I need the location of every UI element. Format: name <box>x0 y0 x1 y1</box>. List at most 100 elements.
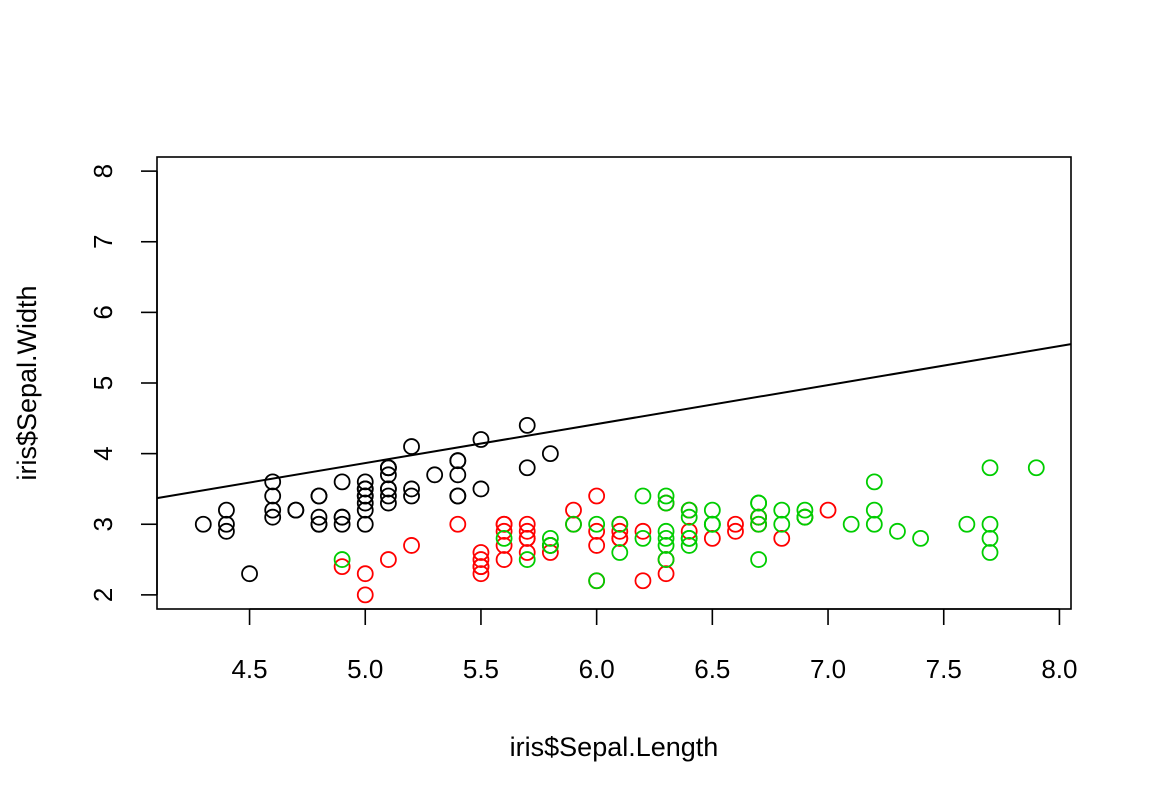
data-point <box>565 515 582 533</box>
data-point <box>379 494 397 512</box>
x-tick-label: 6.0 <box>579 654 615 684</box>
data-point <box>611 522 629 540</box>
data-point <box>472 551 490 568</box>
data-point <box>634 529 652 547</box>
data-point <box>773 515 791 533</box>
data-point <box>403 537 420 554</box>
y-tick-label: 5 <box>88 376 118 390</box>
y-tick-label: 2 <box>88 588 118 602</box>
data-point <box>588 537 606 554</box>
x-tick-label: 5.5 <box>463 654 499 684</box>
data-point <box>356 565 374 583</box>
data-point <box>657 551 675 568</box>
data-point <box>379 551 397 568</box>
data-point <box>333 473 351 491</box>
x-tick-label: 4.5 <box>231 654 267 684</box>
y-tick-label: 7 <box>88 235 118 249</box>
data-point <box>518 529 536 547</box>
data-point <box>356 494 374 512</box>
data-point <box>379 459 397 477</box>
data-point <box>981 459 999 477</box>
data-point <box>241 565 258 583</box>
data-point <box>449 515 467 533</box>
data-point <box>634 522 652 540</box>
data-point <box>588 487 606 505</box>
y-axis-title: iris$Sepal.Width <box>12 285 42 480</box>
data-point <box>472 480 490 498</box>
x-axis: 4.5 5.0 5.5 6.0 6.5 7.0 7.5 8.0 <box>231 608 1078 684</box>
data-point <box>703 515 721 533</box>
data-point <box>611 544 629 561</box>
data-point <box>403 438 420 455</box>
data-point <box>750 551 768 568</box>
data-point <box>449 452 467 470</box>
data-point <box>333 508 351 526</box>
data-point <box>981 515 999 533</box>
data-point <box>495 529 513 547</box>
data-point <box>796 501 814 519</box>
data-point <box>657 565 675 583</box>
data-point <box>287 501 305 519</box>
data-point <box>912 529 929 547</box>
data-point <box>680 501 698 519</box>
data-point <box>495 551 513 568</box>
data-point <box>426 466 444 484</box>
data-point <box>565 501 582 519</box>
data-point <box>379 487 397 505</box>
x-tick-label: 7.5 <box>926 654 962 684</box>
data-point <box>264 508 282 526</box>
x-tick-label: 5.0 <box>347 654 383 684</box>
data-point <box>333 515 351 533</box>
x-tick-label: 7.0 <box>810 654 846 684</box>
data-point <box>449 466 467 484</box>
data-point <box>865 515 883 533</box>
data-point <box>865 501 883 519</box>
data-point <box>657 529 675 547</box>
x-tick-label: 8.0 <box>1041 654 1077 684</box>
data-point <box>449 487 467 505</box>
data-point <box>310 508 328 526</box>
data-point <box>796 508 814 526</box>
data-point <box>657 487 675 505</box>
data-point <box>981 529 999 547</box>
data-point <box>727 515 744 533</box>
data-point <box>403 487 420 505</box>
data-point <box>264 473 282 491</box>
data-point <box>680 508 698 526</box>
data-point <box>356 586 374 604</box>
data-point <box>218 501 235 519</box>
data-point <box>333 558 351 576</box>
data-point <box>472 544 490 561</box>
data-point <box>842 515 860 533</box>
data-point <box>194 515 212 533</box>
x-tick-label: 6.5 <box>694 654 730 684</box>
y-tick-label: 3 <box>88 517 118 531</box>
data-point <box>958 515 976 533</box>
data-point <box>819 501 837 519</box>
y-tick-label: 4 <box>88 446 118 460</box>
data-points <box>194 416 1045 604</box>
data-point <box>750 494 768 512</box>
data-point <box>680 529 698 547</box>
data-point <box>541 445 559 463</box>
data-point <box>403 480 420 498</box>
data-point <box>703 501 721 519</box>
data-point <box>518 522 536 540</box>
data-point <box>865 473 883 491</box>
plot-frame <box>156 156 1072 610</box>
data-point <box>657 494 675 512</box>
data-point <box>611 515 629 533</box>
data-point <box>981 544 999 561</box>
data-point <box>588 515 606 533</box>
y-tick-label: 8 <box>88 164 118 178</box>
data-point <box>356 515 374 533</box>
y-axis: 2 3 4 5 6 7 8 <box>88 164 158 602</box>
data-point <box>333 551 351 568</box>
data-point <box>495 537 513 554</box>
data-point <box>310 487 328 505</box>
data-point <box>588 572 606 590</box>
data-point <box>356 501 374 519</box>
data-point <box>264 487 282 505</box>
data-point <box>541 529 559 547</box>
